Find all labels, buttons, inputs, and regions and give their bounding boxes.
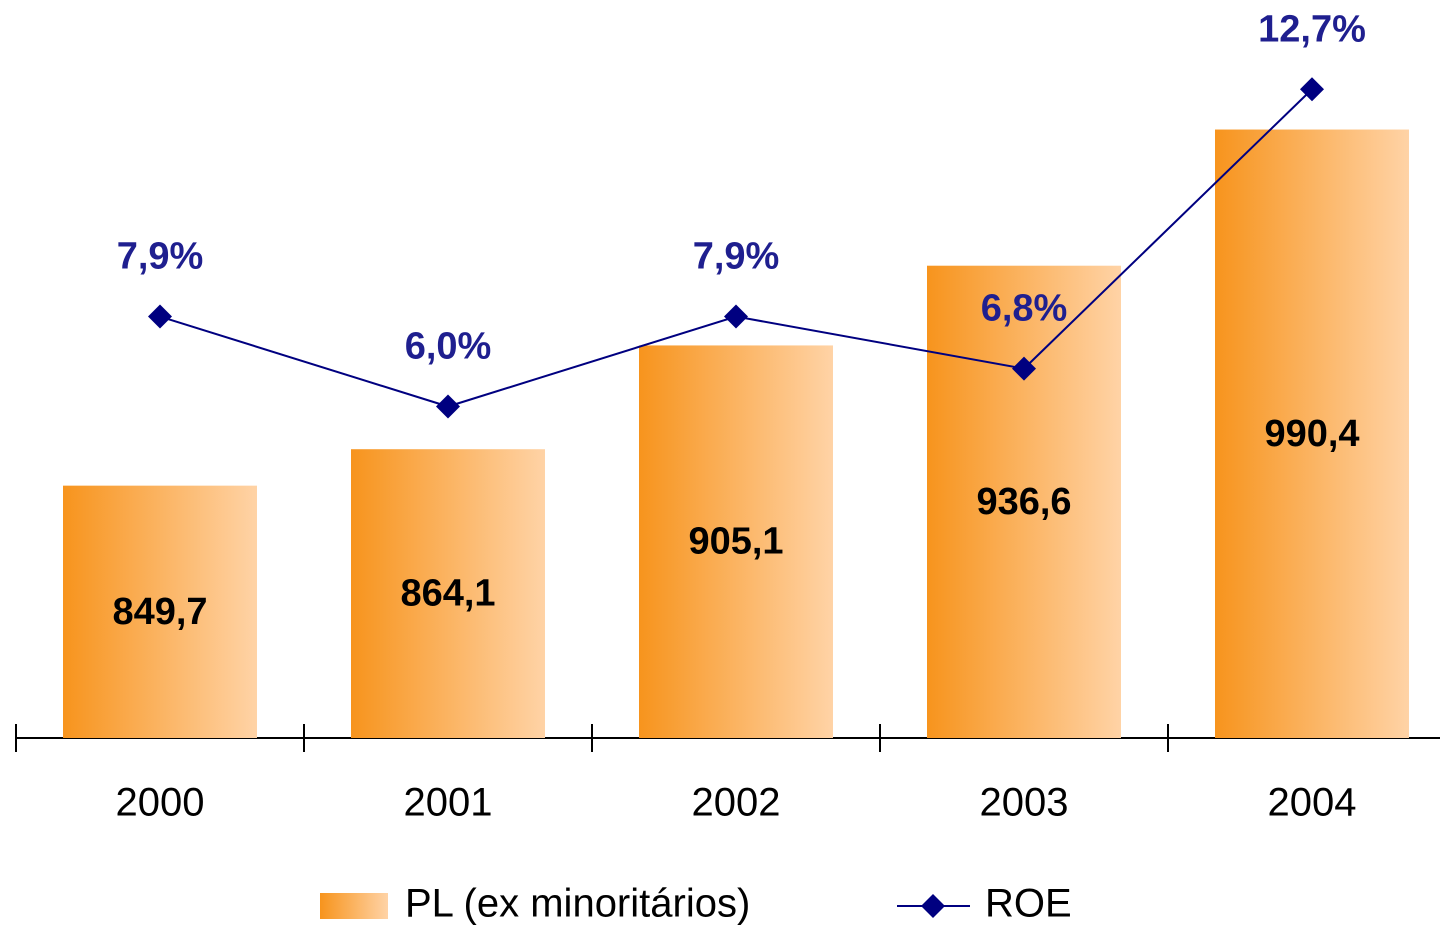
bar-value-label: 864,1 — [400, 573, 495, 615]
x-tick-label: 2004 — [1268, 781, 1357, 825]
bar-value-label: 905,1 — [688, 521, 783, 563]
roe-value-label: 7,9% — [117, 236, 204, 278]
x-tick-label: 2000 — [116, 781, 205, 825]
roe-value-label: 6,0% — [405, 326, 492, 368]
roe-marker — [1012, 356, 1036, 381]
roe-marker — [724, 304, 748, 329]
legend-label: PL (ex minoritários) — [405, 882, 750, 926]
x-tick-label: 2002 — [692, 781, 781, 825]
bar — [1215, 129, 1409, 738]
roe-marker — [436, 394, 460, 419]
bar-value-label: 936,6 — [976, 481, 1071, 523]
roe-value-label: 7,9% — [693, 236, 780, 278]
legend-marker — [921, 894, 945, 918]
roe-value-label: 12,7% — [1258, 8, 1366, 50]
bar-value-label: 990,4 — [1264, 413, 1359, 455]
x-tick-label: 2001 — [404, 781, 493, 825]
roe-marker — [148, 304, 172, 329]
bar — [351, 449, 545, 738]
legend-swatch — [320, 893, 388, 919]
legend-label: ROE — [985, 882, 1072, 926]
bar — [63, 485, 257, 738]
legend: PL (ex minoritários) ROE — [320, 882, 1072, 926]
bar — [927, 265, 1121, 738]
x-tick-label: 2003 — [980, 781, 1069, 825]
bar-value-label: 849,7 — [112, 591, 207, 633]
bar — [639, 345, 833, 738]
roe-value-label: 6,8% — [981, 288, 1068, 330]
roe-marker — [1300, 77, 1324, 102]
